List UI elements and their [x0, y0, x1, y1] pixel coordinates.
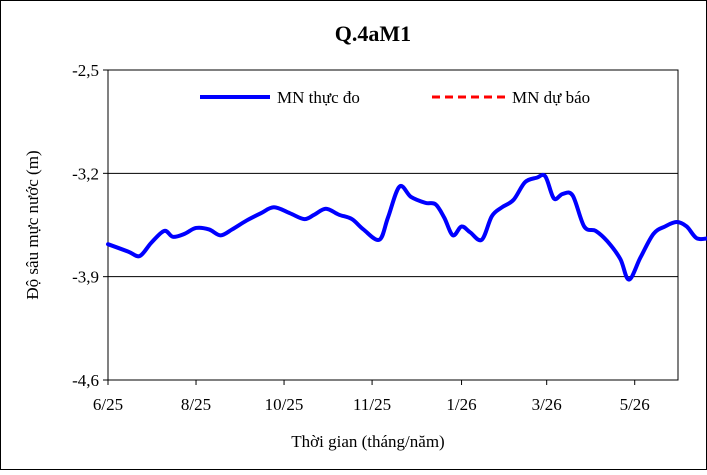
x-tick-label-1: 8/25: [181, 395, 211, 414]
series-layer: [106, 172, 707, 282]
x-tick-label-2: 10/25: [265, 395, 304, 414]
y-tick-label-0: -2,5: [72, 61, 99, 80]
y-tick-label-2: -3,9: [72, 268, 99, 287]
gridlines: [108, 172, 678, 278]
legend-label-measured: MN thực đo: [277, 88, 360, 107]
x-tick-label-5: 3/26: [532, 395, 562, 414]
x-tick-label-6: 5/26: [620, 395, 650, 414]
y-tick-label-1: -3,2: [72, 164, 99, 183]
legend-label-forecast: MN dự báo: [512, 88, 590, 107]
chart-title: Q.4aM1: [335, 21, 411, 46]
plot-area: [107, 69, 679, 381]
legend: MN thực đo MN dự báo: [200, 88, 590, 107]
y-axis-label: Độ sâu mực nước (m): [23, 150, 42, 299]
x-axis-label: Thời gian (tháng/năm): [291, 432, 444, 451]
series-line-measured: [106, 172, 707, 282]
y-tick-label-3: -4,6: [72, 371, 99, 390]
x-tick-label-0: 6/25: [93, 395, 123, 414]
x-tick-label-3: 11/25: [353, 395, 391, 414]
x-tick-label-4: 1/26: [446, 395, 476, 414]
x-axis: 6/25 8/25 10/25 11/25 1/26 3/26 5/26: [93, 380, 650, 414]
y-axis: -2,5 -3,2 -3,9 -4,6: [72, 61, 108, 390]
